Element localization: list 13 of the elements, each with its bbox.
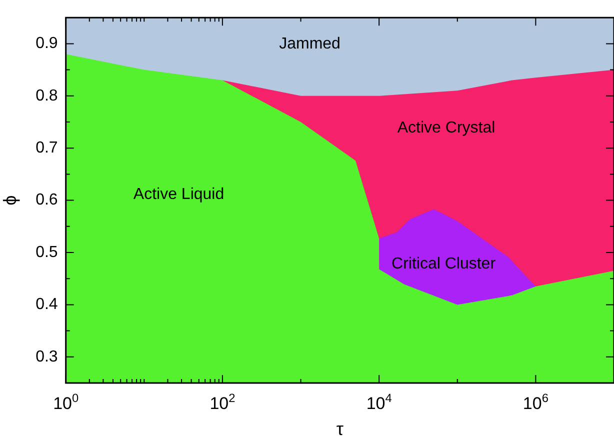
y-tick-label: 0.9 xyxy=(36,35,58,52)
series-label: Active Liquid xyxy=(133,186,224,203)
series-label: Critical Cluster xyxy=(392,255,496,272)
y-tick-label: 0.3 xyxy=(36,348,58,366)
y-tick-label: 0.8 xyxy=(36,87,58,104)
y-axis-title: ϕ xyxy=(0,195,20,206)
y-tick-label: 0.5 xyxy=(36,244,58,261)
y-tick-label: 0.7 xyxy=(36,140,58,157)
x-axis-title: τ xyxy=(336,419,344,440)
y-tick-label: 0.4 xyxy=(36,296,58,314)
y-tick-label: 0.6 xyxy=(36,192,58,209)
series-label: Active Crystal xyxy=(397,120,496,137)
series-label: Jammed xyxy=(279,36,340,53)
